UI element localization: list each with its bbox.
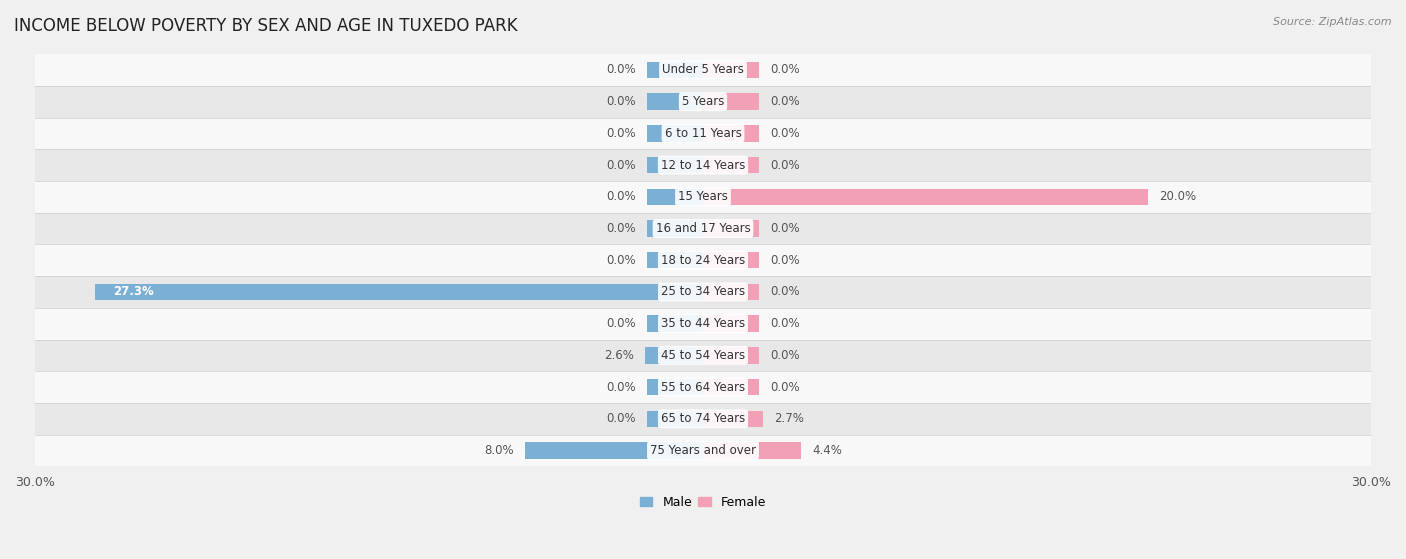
Bar bbox=[35, 117, 1371, 149]
Bar bbox=[703, 125, 759, 141]
Bar bbox=[703, 188, 1149, 205]
Text: 45 to 54 Years: 45 to 54 Years bbox=[661, 349, 745, 362]
Bar bbox=[647, 220, 703, 237]
Text: 0.0%: 0.0% bbox=[770, 317, 800, 330]
Bar bbox=[647, 125, 703, 141]
Bar bbox=[35, 54, 1371, 86]
Bar bbox=[703, 315, 759, 332]
Text: 0.0%: 0.0% bbox=[606, 190, 636, 203]
Bar bbox=[647, 157, 703, 173]
Text: 18 to 24 Years: 18 to 24 Years bbox=[661, 254, 745, 267]
Bar bbox=[703, 157, 759, 173]
Bar bbox=[96, 284, 703, 300]
Bar bbox=[35, 244, 1371, 276]
Bar bbox=[703, 252, 759, 268]
Text: 2.6%: 2.6% bbox=[605, 349, 634, 362]
Text: 0.0%: 0.0% bbox=[770, 127, 800, 140]
Text: 65 to 74 Years: 65 to 74 Years bbox=[661, 413, 745, 425]
Text: 8.0%: 8.0% bbox=[484, 444, 513, 457]
Text: 0.0%: 0.0% bbox=[606, 413, 636, 425]
Text: 55 to 64 Years: 55 to 64 Years bbox=[661, 381, 745, 394]
Text: 6 to 11 Years: 6 to 11 Years bbox=[665, 127, 741, 140]
Bar bbox=[524, 442, 703, 459]
Bar bbox=[647, 61, 703, 78]
Bar bbox=[703, 284, 759, 300]
Bar bbox=[35, 86, 1371, 117]
Text: 25 to 34 Years: 25 to 34 Years bbox=[661, 286, 745, 299]
Bar bbox=[35, 276, 1371, 308]
Text: 15 Years: 15 Years bbox=[678, 190, 728, 203]
Text: 0.0%: 0.0% bbox=[770, 64, 800, 77]
Bar bbox=[703, 410, 763, 427]
Bar bbox=[703, 220, 759, 237]
Bar bbox=[703, 347, 759, 363]
Bar bbox=[35, 339, 1371, 371]
Bar bbox=[35, 149, 1371, 181]
Bar bbox=[35, 308, 1371, 339]
Bar bbox=[645, 347, 703, 363]
Text: 0.0%: 0.0% bbox=[606, 64, 636, 77]
Text: Under 5 Years: Under 5 Years bbox=[662, 64, 744, 77]
Text: 12 to 14 Years: 12 to 14 Years bbox=[661, 159, 745, 172]
Text: INCOME BELOW POVERTY BY SEX AND AGE IN TUXEDO PARK: INCOME BELOW POVERTY BY SEX AND AGE IN T… bbox=[14, 17, 517, 35]
Text: 0.0%: 0.0% bbox=[606, 127, 636, 140]
Bar bbox=[703, 93, 759, 110]
Text: 0.0%: 0.0% bbox=[770, 286, 800, 299]
Text: Source: ZipAtlas.com: Source: ZipAtlas.com bbox=[1274, 17, 1392, 27]
Text: 0.0%: 0.0% bbox=[770, 222, 800, 235]
Text: 75 Years and over: 75 Years and over bbox=[650, 444, 756, 457]
Text: 0.0%: 0.0% bbox=[606, 222, 636, 235]
Text: 0.0%: 0.0% bbox=[606, 254, 636, 267]
Bar bbox=[647, 252, 703, 268]
Bar bbox=[35, 435, 1371, 466]
Bar bbox=[703, 379, 759, 395]
Text: 4.4%: 4.4% bbox=[813, 444, 842, 457]
Bar bbox=[647, 379, 703, 395]
Text: 0.0%: 0.0% bbox=[606, 317, 636, 330]
Bar bbox=[703, 442, 801, 459]
Text: 0.0%: 0.0% bbox=[770, 254, 800, 267]
Text: 27.3%: 27.3% bbox=[112, 286, 153, 299]
Bar bbox=[647, 93, 703, 110]
Text: 0.0%: 0.0% bbox=[770, 159, 800, 172]
Bar bbox=[35, 371, 1371, 403]
Bar bbox=[703, 61, 759, 78]
Text: 20.0%: 20.0% bbox=[1160, 190, 1197, 203]
Text: 2.7%: 2.7% bbox=[775, 413, 804, 425]
Bar bbox=[647, 315, 703, 332]
Text: 0.0%: 0.0% bbox=[770, 95, 800, 108]
Bar bbox=[35, 403, 1371, 435]
Text: 16 and 17 Years: 16 and 17 Years bbox=[655, 222, 751, 235]
Bar bbox=[647, 188, 703, 205]
Bar bbox=[35, 181, 1371, 212]
Text: 0.0%: 0.0% bbox=[606, 159, 636, 172]
Text: 0.0%: 0.0% bbox=[770, 381, 800, 394]
Text: 0.0%: 0.0% bbox=[770, 349, 800, 362]
Text: 0.0%: 0.0% bbox=[606, 381, 636, 394]
Text: 35 to 44 Years: 35 to 44 Years bbox=[661, 317, 745, 330]
Legend: Male, Female: Male, Female bbox=[636, 491, 770, 514]
Text: 0.0%: 0.0% bbox=[606, 95, 636, 108]
Text: 5 Years: 5 Years bbox=[682, 95, 724, 108]
Bar bbox=[35, 212, 1371, 244]
Bar bbox=[647, 410, 703, 427]
